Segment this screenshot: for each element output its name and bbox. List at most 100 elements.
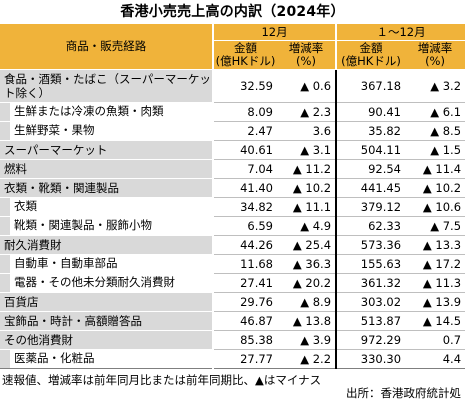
dec-change-cell: ▲ 11.1 <box>277 197 337 217</box>
table-row: 電器・その他未分類耐久消費財 27.41 ▲ 20.2 361.32 ▲ 11.… <box>0 273 465 293</box>
row-label: 宝飾品・時計・高額贈答品 <box>0 311 214 331</box>
ytd-amount-cell: 441.45 <box>335 178 406 198</box>
dec-change-cell: ▲ 2.3 <box>277 102 337 122</box>
dec-change-cell: ▲ 36.3 <box>277 254 337 274</box>
ytd-change-cell: ▲ 13.3 <box>405 235 465 255</box>
dec-amount-cell: 85.38 <box>213 330 277 350</box>
table-row: 生鮮または冷凍の魚類・肉類 8.09 ▲ 2.3 90.41 ▲ 6.1 <box>0 102 465 122</box>
ytd-change-cell: ▲ 10.2 <box>405 178 465 198</box>
dec-amount-cell: 7.04 <box>213 159 277 179</box>
change-header-line1: 増減率 <box>417 41 453 55</box>
row-label: 耐久消費財 <box>0 235 214 255</box>
table-row: 燃料 7.04 ▲ 11.2 92.54 ▲ 11.4 <box>0 159 465 179</box>
ytd-amount-cell: 573.36 <box>335 235 406 255</box>
header-row-periods: 商品・販売経路 12月 １～12月 <box>0 24 465 70</box>
ytd-change-cell: ▲ 14.5 <box>405 311 465 331</box>
row-label: 衣類・靴類・関連製品 <box>0 178 214 198</box>
row-label: スーパーマーケット <box>0 140 214 160</box>
dec-change-cell: ▲ 8.9 <box>277 292 337 312</box>
row-label: 生鮮または冷凍の魚類・肉類 <box>10 103 211 121</box>
row-label: 医薬品・化粧品 <box>10 350 211 368</box>
table-row: 衣類 34.82 ▲ 11.1 379.12 ▲ 10.6 <box>0 197 465 217</box>
amount-header-line2: (億HKドル) <box>341 54 401 68</box>
ytd-amount-cell: 155.63 <box>335 254 406 274</box>
change-header-line1: 増減率 <box>288 41 324 55</box>
dec-change-cell: ▲ 20.2 <box>277 273 337 293</box>
row-label: 自動車・自動車部品 <box>10 255 211 273</box>
ytd-amount-cell: 303.02 <box>335 292 406 312</box>
ytd-amount-cell: 35.82 <box>335 121 406 141</box>
dec-change-cell: ▲ 13.8 <box>277 311 337 331</box>
ytd-amount-cell: 361.32 <box>335 273 406 293</box>
ytd-change-cell: ▲ 6.1 <box>405 102 465 122</box>
amount-header-line1: 金額 <box>234 41 257 55</box>
table-row: 自動車・自動車部品 11.68 ▲ 36.3 155.63 ▲ 17.2 <box>0 254 465 274</box>
dec-change-cell: ▲ 0.6 <box>277 69 337 103</box>
dec-amount-cell: 2.47 <box>213 121 277 141</box>
ytd-change-cell: 0.7 <box>405 330 465 350</box>
row-label: 生鮮野菜・果物 <box>10 122 211 140</box>
ytd-change-cell: ▲ 11.4 <box>405 159 465 179</box>
ytd-change-cell: 4.4 <box>405 349 465 369</box>
table-row: 靴類・関連製品・服飾小物 6.59 ▲ 4.9 62.33 ▲ 7.5 <box>0 216 465 236</box>
dec-change-cell: ▲ 4.9 <box>277 216 337 236</box>
ytd-amount-cell: 62.33 <box>335 216 406 236</box>
ytd-change-cell: ▲ 7.5 <box>405 216 465 236</box>
table-row: 生鮮野菜・果物 2.47 3.6 35.82 ▲ 8.5 <box>0 121 465 141</box>
row-label: 衣類 <box>10 198 211 216</box>
category-column-header: 商品・販売経路 <box>0 24 214 70</box>
dec-amount-cell: 11.68 <box>213 254 277 274</box>
ytd-amount-cell: 972.29 <box>335 330 406 350</box>
row-label: 食品・酒類・たばこ（スーパーマーケット除く） <box>0 69 214 103</box>
dec-change-cell: 3.6 <box>277 121 337 141</box>
ytd-change-cell: ▲ 17.2 <box>405 254 465 274</box>
ytd-change-header: 増減率 (%) <box>405 40 465 70</box>
ytd-amount-cell: 379.12 <box>335 197 406 217</box>
dec-amount-cell: 6.59 <box>213 216 277 236</box>
table-title: 香港小売売上高の内訳（2024年） <box>120 4 345 20</box>
dec-amount-cell: 27.77 <box>213 349 277 369</box>
ytd-amount-cell: 367.18 <box>335 69 406 103</box>
ytd-change-cell: ▲ 11.3 <box>405 273 465 293</box>
table-row: 宝飾品・時計・高額贈答品 46.87 ▲ 13.8 513.87 ▲ 14.5 <box>0 311 465 331</box>
dec-amount-cell: 40.61 <box>213 140 277 160</box>
dec-change-cell: ▲ 10.2 <box>277 178 337 198</box>
ytd-change-cell: ▲ 10.6 <box>405 197 465 217</box>
dec-change-cell: ▲ 3.9 <box>277 330 337 350</box>
dec-amount-cell: 41.40 <box>213 178 277 198</box>
ytd-change-cell: ▲ 13.9 <box>405 292 465 312</box>
ytd-change-cell: ▲ 8.5 <box>405 121 465 141</box>
row-label: 電器・その他未分類耐久消費財 <box>10 274 211 292</box>
period-header-december: 12月 <box>213 24 337 41</box>
amount-header-line1: 金額 <box>359 41 383 55</box>
dec-amount-cell: 46.87 <box>213 311 277 331</box>
table-row: 食品・酒類・たばこ（スーパーマーケット除く） 32.59 ▲ 0.6 367.1… <box>0 69 465 103</box>
ytd-amount-cell: 513.87 <box>335 311 406 331</box>
row-label: その他消費財 <box>0 330 214 350</box>
dec-change-cell: ▲ 11.2 <box>277 159 337 179</box>
table-row: 百貨店 29.76 ▲ 8.9 303.02 ▲ 13.9 <box>0 292 465 312</box>
dec-amount-cell: 8.09 <box>213 102 277 122</box>
amount-header-line2: (億HKドル) <box>215 54 276 68</box>
dec-amount-cell: 34.82 <box>213 197 277 217</box>
ytd-amount-cell: 330.30 <box>335 349 406 369</box>
dec-amount-cell: 27.41 <box>213 273 277 293</box>
period-header-full-year: １～12月 <box>335 24 465 41</box>
row-label: 靴類・関連製品・服飾小物 <box>10 217 211 235</box>
dec-change-header: 増減率 (%) <box>277 40 337 70</box>
row-label: 燃料 <box>0 159 214 179</box>
dec-change-cell: ▲ 2.2 <box>277 349 337 369</box>
header-row-metrics: 金額 (億HKドル) 増減率 (%) 金額 (億HKドル) 増減率 (%) <box>0 40 465 70</box>
dec-change-cell: ▲ 25.4 <box>277 235 337 255</box>
dec-amount-cell: 29.76 <box>213 292 277 312</box>
row-label: 百貨店 <box>0 292 214 312</box>
ytd-amount-header: 金額 (億HKドル) <box>335 40 406 70</box>
table-row: 耐久消費財 44.26 ▲ 25.4 573.36 ▲ 13.3 <box>0 235 465 255</box>
dec-amount-header: 金額 (億HKドル) <box>213 40 277 70</box>
ytd-change-cell: ▲ 1.5 <box>405 140 465 160</box>
dec-amount-cell: 32.59 <box>213 69 277 103</box>
change-header-line2: (%) <box>296 54 316 68</box>
ytd-amount-cell: 92.54 <box>335 159 406 179</box>
footnote: 速報値、増減率は前年同月比または前年同期比、▲はマイナス <box>2 373 322 387</box>
